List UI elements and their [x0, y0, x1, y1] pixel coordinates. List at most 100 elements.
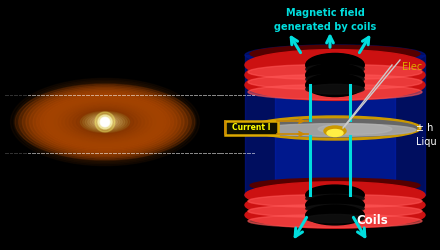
Ellipse shape — [254, 124, 416, 136]
Ellipse shape — [61, 102, 149, 142]
Ellipse shape — [93, 117, 117, 127]
Ellipse shape — [77, 109, 133, 135]
Bar — [275, 70, 395, 180]
Text: Elec: Elec — [402, 62, 422, 72]
Ellipse shape — [102, 120, 108, 124]
Ellipse shape — [245, 50, 425, 80]
Ellipse shape — [84, 113, 127, 131]
Ellipse shape — [64, 103, 146, 141]
Ellipse shape — [39, 92, 171, 152]
Ellipse shape — [18, 86, 191, 158]
Ellipse shape — [101, 120, 109, 124]
Ellipse shape — [51, 99, 159, 145]
Ellipse shape — [249, 116, 421, 140]
Ellipse shape — [36, 90, 174, 154]
Ellipse shape — [306, 64, 364, 74]
Circle shape — [95, 112, 115, 132]
Text: Current I: Current I — [232, 123, 270, 132]
Bar — [245, 55, 425, 195]
Text: Magnetic field
generated by coils: Magnetic field generated by coils — [274, 8, 376, 32]
Ellipse shape — [248, 204, 422, 218]
Ellipse shape — [245, 45, 425, 65]
Circle shape — [101, 118, 109, 126]
Ellipse shape — [98, 119, 113, 125]
Ellipse shape — [73, 108, 136, 136]
Ellipse shape — [306, 84, 364, 94]
Ellipse shape — [29, 90, 180, 154]
Ellipse shape — [80, 110, 130, 134]
Ellipse shape — [14, 80, 196, 164]
Ellipse shape — [73, 108, 137, 136]
Ellipse shape — [83, 112, 127, 132]
Ellipse shape — [62, 104, 148, 140]
Circle shape — [100, 117, 110, 127]
Ellipse shape — [58, 100, 152, 144]
Ellipse shape — [89, 115, 121, 129]
Ellipse shape — [23, 84, 187, 160]
Circle shape — [102, 119, 108, 125]
Ellipse shape — [100, 120, 110, 124]
Ellipse shape — [306, 64, 364, 86]
Ellipse shape — [37, 93, 173, 151]
Text: Coils: Coils — [356, 214, 388, 226]
Ellipse shape — [318, 124, 392, 134]
Ellipse shape — [66, 105, 145, 139]
Ellipse shape — [98, 119, 112, 125]
Ellipse shape — [17, 81, 193, 163]
Ellipse shape — [253, 119, 417, 137]
Ellipse shape — [42, 93, 168, 151]
Ellipse shape — [92, 116, 117, 128]
Ellipse shape — [95, 118, 115, 126]
Ellipse shape — [26, 88, 184, 156]
Ellipse shape — [80, 112, 130, 132]
Ellipse shape — [40, 95, 170, 149]
Ellipse shape — [94, 118, 116, 126]
Ellipse shape — [245, 60, 425, 90]
Text: ± h: ± h — [416, 123, 433, 133]
Ellipse shape — [90, 116, 120, 128]
Ellipse shape — [22, 87, 188, 157]
Ellipse shape — [306, 204, 364, 213]
Ellipse shape — [306, 74, 364, 84]
Ellipse shape — [55, 101, 155, 143]
Ellipse shape — [248, 194, 422, 207]
Ellipse shape — [45, 94, 165, 150]
Ellipse shape — [248, 84, 422, 100]
Ellipse shape — [88, 115, 122, 129]
Ellipse shape — [245, 182, 425, 208]
Ellipse shape — [245, 202, 425, 228]
Ellipse shape — [306, 195, 364, 215]
Ellipse shape — [87, 114, 123, 130]
Ellipse shape — [306, 54, 364, 76]
FancyBboxPatch shape — [224, 120, 278, 134]
Ellipse shape — [69, 107, 141, 137]
Ellipse shape — [67, 104, 143, 140]
Ellipse shape — [248, 74, 422, 90]
Ellipse shape — [324, 126, 346, 136]
Ellipse shape — [245, 192, 425, 218]
Ellipse shape — [99, 119, 111, 125]
Ellipse shape — [250, 178, 420, 192]
Ellipse shape — [306, 205, 364, 225]
Ellipse shape — [33, 88, 177, 156]
Ellipse shape — [86, 113, 124, 131]
Ellipse shape — [44, 96, 166, 148]
Ellipse shape — [250, 46, 420, 62]
Text: Liqu: Liqu — [416, 137, 436, 147]
Ellipse shape — [83, 112, 127, 132]
Ellipse shape — [55, 99, 155, 145]
Ellipse shape — [33, 92, 177, 152]
Ellipse shape — [250, 198, 420, 212]
Ellipse shape — [245, 185, 425, 205]
Ellipse shape — [85, 114, 125, 130]
Ellipse shape — [48, 96, 161, 148]
Ellipse shape — [306, 185, 364, 205]
Ellipse shape — [306, 194, 364, 203]
Ellipse shape — [76, 110, 134, 134]
Ellipse shape — [250, 188, 420, 202]
Ellipse shape — [48, 98, 163, 146]
Ellipse shape — [91, 116, 119, 128]
Ellipse shape — [80, 111, 130, 133]
Ellipse shape — [11, 78, 199, 166]
Ellipse shape — [306, 214, 364, 223]
